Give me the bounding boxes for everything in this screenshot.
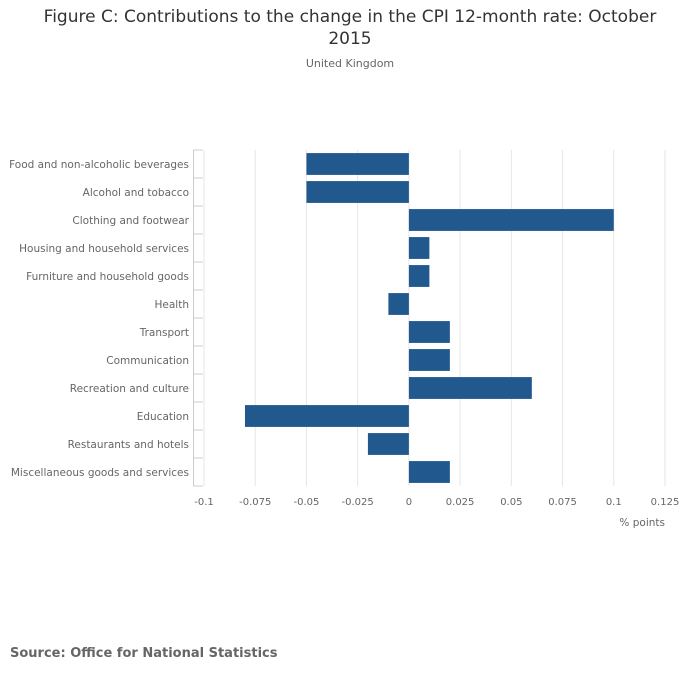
bar-5: [388, 293, 409, 315]
x-tick-label-7: 0.075: [548, 497, 577, 508]
x-tick-label-8: 0.1: [606, 497, 622, 508]
bar-1: [306, 181, 409, 203]
bar-8: [408, 377, 532, 399]
category-label-10: Restaurants and hotels: [68, 439, 189, 451]
bar-10: [367, 433, 409, 455]
x-tick-label-5: 0.025: [446, 497, 475, 508]
chart-title: Figure C: Contributions to the change in…: [43, 7, 657, 49]
chart-subtitle: United Kingdom: [305, 57, 395, 70]
bar-7: [408, 349, 450, 371]
bar-2: [408, 209, 614, 231]
category-label-5: Health: [155, 299, 189, 311]
category-label-11: Miscellaneous goods and services: [11, 467, 189, 479]
bar-3: [408, 237, 430, 259]
category-label-6: Transport: [139, 327, 189, 339]
x-tick-label-6: 0.05: [500, 497, 522, 508]
source-note: Source: Office for National Statistics: [10, 646, 278, 661]
x-tick-label-3: -0.025: [342, 497, 374, 508]
category-label-0: Food and non-alcoholic beverages: [9, 159, 189, 171]
x-tick-label-2: -0.05: [294, 497, 320, 508]
x-axis-title: % points: [619, 517, 665, 529]
category-label-9: Education: [137, 411, 189, 423]
category-label-3: Housing and household services: [19, 243, 189, 255]
bar-11: [408, 461, 450, 483]
x-tick-label-1: -0.075: [239, 497, 271, 508]
bar-6: [408, 321, 450, 343]
x-tick-label-4: 0: [406, 497, 412, 508]
bar-0: [306, 153, 409, 175]
category-label-2: Clothing and footwear: [72, 215, 189, 227]
x-tick-label-0: -0.1: [194, 497, 214, 508]
category-label-8: Recreation and culture: [70, 383, 189, 395]
bar-chart: Food and non-alcoholic beverages Alcohol …: [9, 149, 680, 529]
category-label-1: Alcohol and tobacco: [83, 187, 189, 199]
x-tick-label-9: 0.125: [651, 497, 680, 508]
category-label-4: Furniture and household goods: [26, 271, 189, 283]
bar-9: [244, 405, 409, 427]
bar-4: [408, 265, 430, 287]
category-label-7: Communication: [106, 355, 189, 367]
